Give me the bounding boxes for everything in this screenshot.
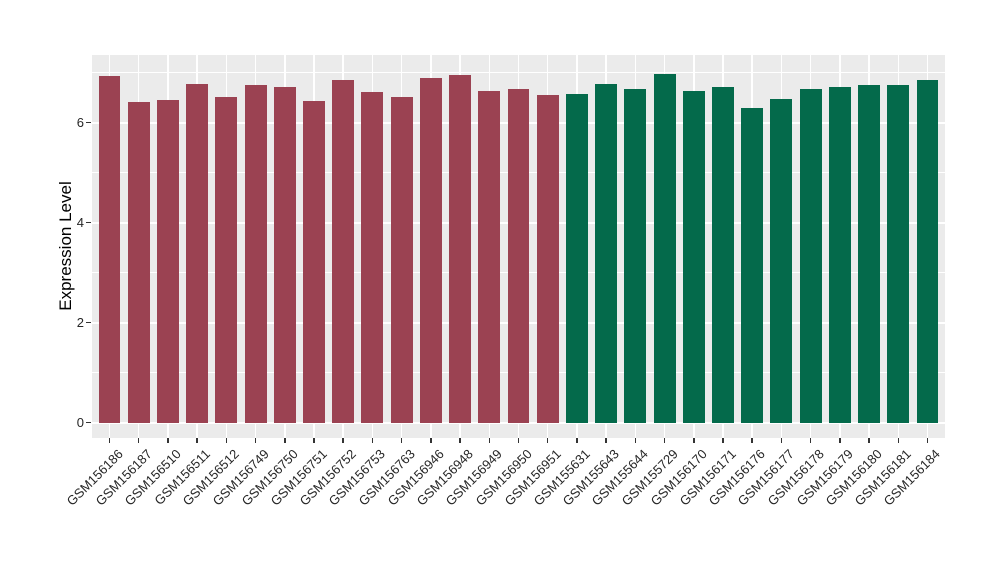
x-tick-mark: [897, 438, 899, 443]
plot-panel: [92, 55, 945, 438]
x-tick-mark: [693, 438, 695, 443]
bar: [799, 88, 822, 423]
x-tick-mark: [546, 438, 549, 443]
bar: [858, 84, 880, 423]
bar: [712, 86, 734, 423]
bar: [127, 101, 150, 423]
bar: [273, 86, 296, 423]
x-tick-mark: [722, 438, 724, 443]
x-tick-mark: [430, 438, 432, 443]
y-axis-title: Expression Level: [56, 181, 75, 311]
x-tick-mark: [254, 438, 257, 443]
bar: [653, 74, 676, 423]
x-tick-mark: [108, 438, 111, 443]
x-tick-mark: [809, 438, 812, 443]
x-tick-mark: [576, 438, 578, 443]
y-tick-label: 2: [76, 314, 84, 330]
x-tick-mark: [663, 438, 666, 443]
x-tick-mark: [137, 438, 140, 443]
bar: [390, 96, 413, 423]
bar: [828, 86, 851, 423]
bar: [215, 96, 238, 423]
bar: [449, 74, 472, 423]
y-tick-mark: [86, 421, 91, 424]
bar: [536, 95, 559, 423]
x-tick-mark: [284, 438, 286, 443]
bar: [186, 83, 209, 423]
x-tick-mark: [371, 438, 374, 443]
x-tick-mark: [342, 438, 344, 443]
bar: [624, 88, 647, 423]
bar: [478, 91, 501, 423]
minor-gridline: [92, 71, 945, 74]
bar: [244, 84, 267, 423]
x-tick-mark: [225, 438, 228, 443]
x-tick-mark: [780, 438, 783, 443]
y-tick-label: 0: [76, 414, 84, 430]
bar: [682, 91, 705, 423]
y-tick-mark: [86, 221, 91, 224]
bar: [303, 100, 325, 423]
bar: [565, 93, 588, 423]
bar: [770, 99, 793, 423]
x-tick-mark: [751, 438, 753, 443]
x-tick-mark: [459, 438, 461, 443]
x-tick-mark: [400, 438, 403, 443]
x-tick-mark: [926, 438, 929, 443]
x-tick-mark: [634, 438, 637, 443]
bar: [507, 89, 530, 423]
bar: [595, 83, 618, 423]
major-gridline: [92, 421, 945, 424]
x-tick-mark: [196, 438, 198, 443]
y-tick-mark: [86, 321, 91, 324]
bar: [887, 85, 910, 423]
y-tick-label: 6: [76, 114, 84, 130]
bar: [156, 99, 179, 423]
y-tick-mark: [86, 121, 91, 124]
bar: [332, 80, 355, 423]
x-tick-mark: [517, 438, 520, 443]
bar: [419, 78, 442, 423]
x-tick-mark: [868, 438, 870, 443]
bar: [741, 108, 764, 423]
bar: [361, 92, 384, 423]
x-tick-mark: [605, 438, 607, 443]
y-tick-label: 4: [76, 214, 84, 230]
x-tick-mark: [839, 438, 841, 443]
bar: [916, 79, 939, 423]
x-tick-mark: [313, 438, 315, 443]
x-tick-mark: [167, 438, 169, 443]
x-tick-mark: [488, 438, 491, 443]
bar: [98, 75, 121, 423]
